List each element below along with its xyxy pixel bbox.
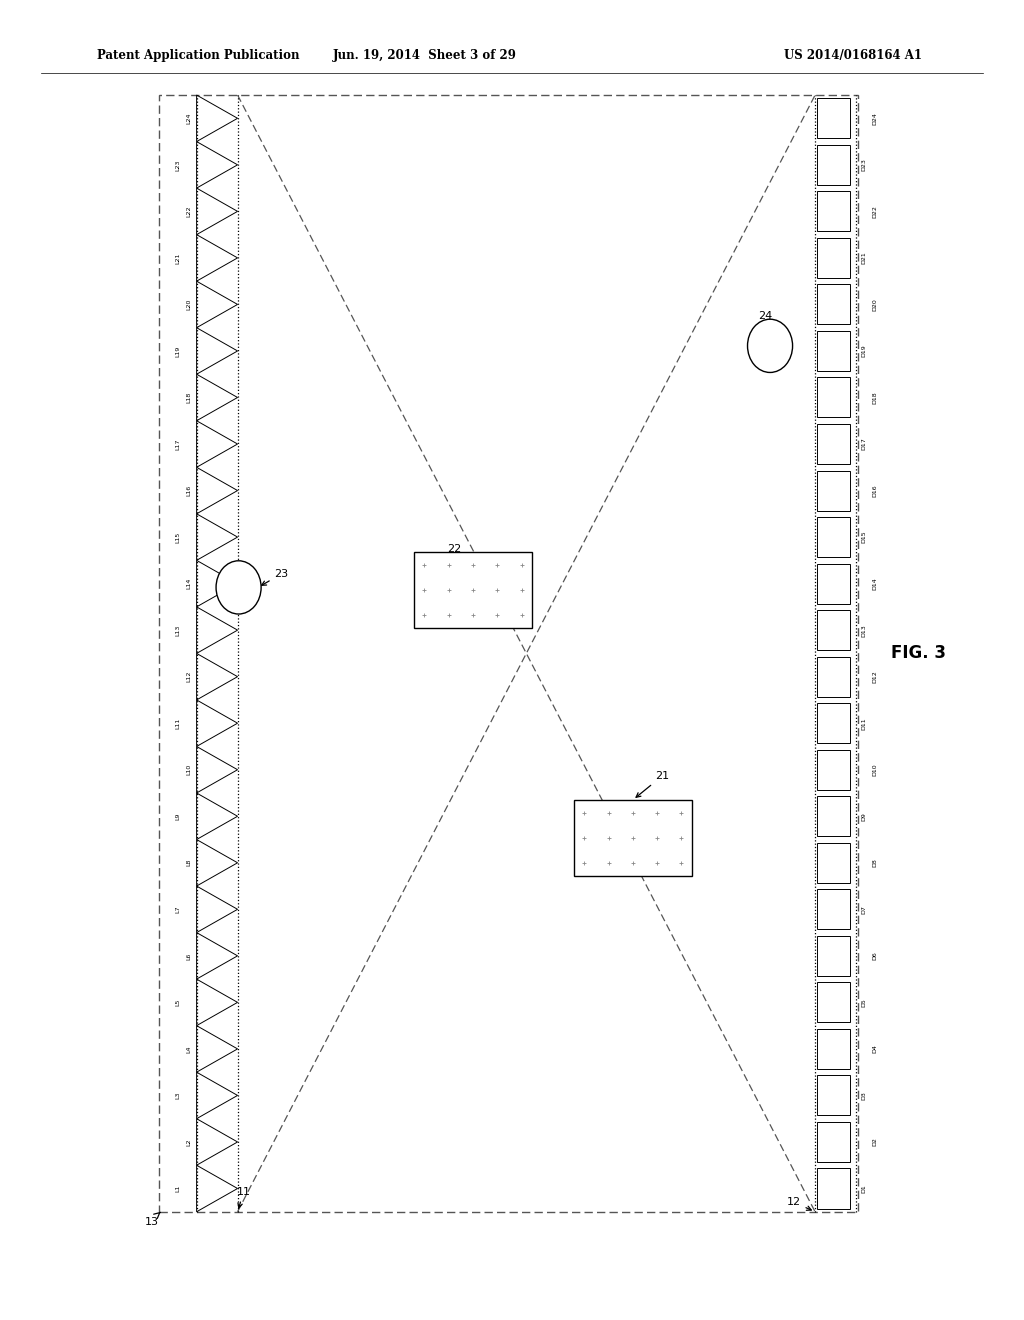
- Text: 23: 23: [262, 569, 289, 585]
- Text: D2: D2: [872, 1138, 877, 1146]
- Text: L19: L19: [176, 346, 180, 356]
- Text: D3: D3: [862, 1092, 866, 1100]
- Text: D9: D9: [862, 812, 866, 821]
- Text: FIG. 3: FIG. 3: [891, 644, 946, 663]
- Text: L21: L21: [176, 252, 180, 264]
- Text: D12: D12: [872, 671, 877, 682]
- Bar: [817, 1168, 850, 1209]
- Bar: [817, 1122, 850, 1162]
- Text: L23: L23: [176, 160, 180, 170]
- Bar: [817, 936, 850, 975]
- Text: L16: L16: [186, 484, 190, 496]
- Text: D16: D16: [872, 484, 877, 496]
- Text: D20: D20: [872, 298, 877, 310]
- Text: D7: D7: [862, 906, 866, 913]
- Text: L5: L5: [176, 999, 180, 1006]
- Bar: [817, 284, 850, 325]
- Text: 11: 11: [237, 1187, 251, 1208]
- Text: D13: D13: [862, 624, 866, 636]
- Bar: [817, 238, 850, 279]
- Bar: [817, 656, 850, 697]
- Text: D22: D22: [872, 205, 877, 218]
- Bar: [817, 564, 850, 603]
- Bar: [414, 552, 532, 628]
- Bar: [817, 610, 850, 651]
- Text: 13: 13: [144, 1217, 159, 1228]
- Text: L9: L9: [176, 813, 180, 820]
- Text: L24: L24: [186, 112, 190, 124]
- Text: D4: D4: [872, 1044, 877, 1053]
- Bar: [817, 704, 850, 743]
- Bar: [817, 982, 850, 1023]
- Text: 21: 21: [636, 771, 670, 797]
- Bar: [817, 517, 850, 557]
- Text: D14: D14: [872, 577, 877, 590]
- Text: L10: L10: [186, 764, 190, 775]
- Bar: [817, 145, 850, 185]
- Text: L6: L6: [186, 952, 190, 960]
- Text: L14: L14: [186, 578, 190, 589]
- Text: D21: D21: [862, 252, 866, 264]
- Text: 12: 12: [786, 1197, 811, 1210]
- Text: L8: L8: [186, 859, 190, 866]
- Text: L18: L18: [186, 392, 190, 403]
- Text: Jun. 19, 2014  Sheet 3 of 29: Jun. 19, 2014 Sheet 3 of 29: [333, 49, 517, 62]
- Text: 24: 24: [758, 312, 772, 339]
- Text: L3: L3: [176, 1092, 180, 1100]
- Bar: [817, 750, 850, 789]
- Text: D19: D19: [862, 345, 866, 358]
- Text: D17: D17: [862, 438, 866, 450]
- Text: L22: L22: [186, 206, 190, 216]
- Bar: [817, 191, 850, 231]
- Text: D5: D5: [862, 998, 866, 1007]
- Bar: [817, 98, 850, 139]
- Text: L13: L13: [176, 624, 180, 636]
- Text: L4: L4: [186, 1045, 190, 1052]
- Text: D10: D10: [872, 763, 877, 776]
- Text: L2: L2: [186, 1138, 190, 1146]
- Text: D1: D1: [862, 1184, 866, 1193]
- Bar: [817, 378, 850, 417]
- Text: L15: L15: [176, 532, 180, 543]
- Bar: [817, 331, 850, 371]
- Text: D23: D23: [862, 158, 866, 172]
- Bar: [817, 470, 850, 511]
- Bar: [817, 796, 850, 837]
- Text: L20: L20: [186, 298, 190, 310]
- Text: L17: L17: [176, 438, 180, 450]
- Text: L12: L12: [186, 671, 190, 682]
- Text: L1: L1: [176, 1185, 180, 1192]
- Ellipse shape: [748, 319, 793, 372]
- Bar: [817, 842, 850, 883]
- Bar: [817, 1028, 850, 1069]
- Bar: [817, 890, 850, 929]
- Text: L11: L11: [176, 718, 180, 729]
- Text: D11: D11: [862, 717, 866, 730]
- Text: 22: 22: [447, 544, 472, 586]
- Text: D6: D6: [872, 952, 877, 960]
- Text: US 2014/0168164 A1: US 2014/0168164 A1: [783, 49, 922, 62]
- Text: D15: D15: [862, 531, 866, 544]
- Bar: [817, 424, 850, 465]
- Text: D8: D8: [872, 858, 877, 867]
- Text: D24: D24: [872, 112, 877, 125]
- Text: L7: L7: [176, 906, 180, 913]
- Bar: [817, 1076, 850, 1115]
- Bar: [573, 800, 692, 876]
- Ellipse shape: [216, 561, 261, 614]
- Text: Patent Application Publication: Patent Application Publication: [97, 49, 300, 62]
- Text: D18: D18: [872, 391, 877, 404]
